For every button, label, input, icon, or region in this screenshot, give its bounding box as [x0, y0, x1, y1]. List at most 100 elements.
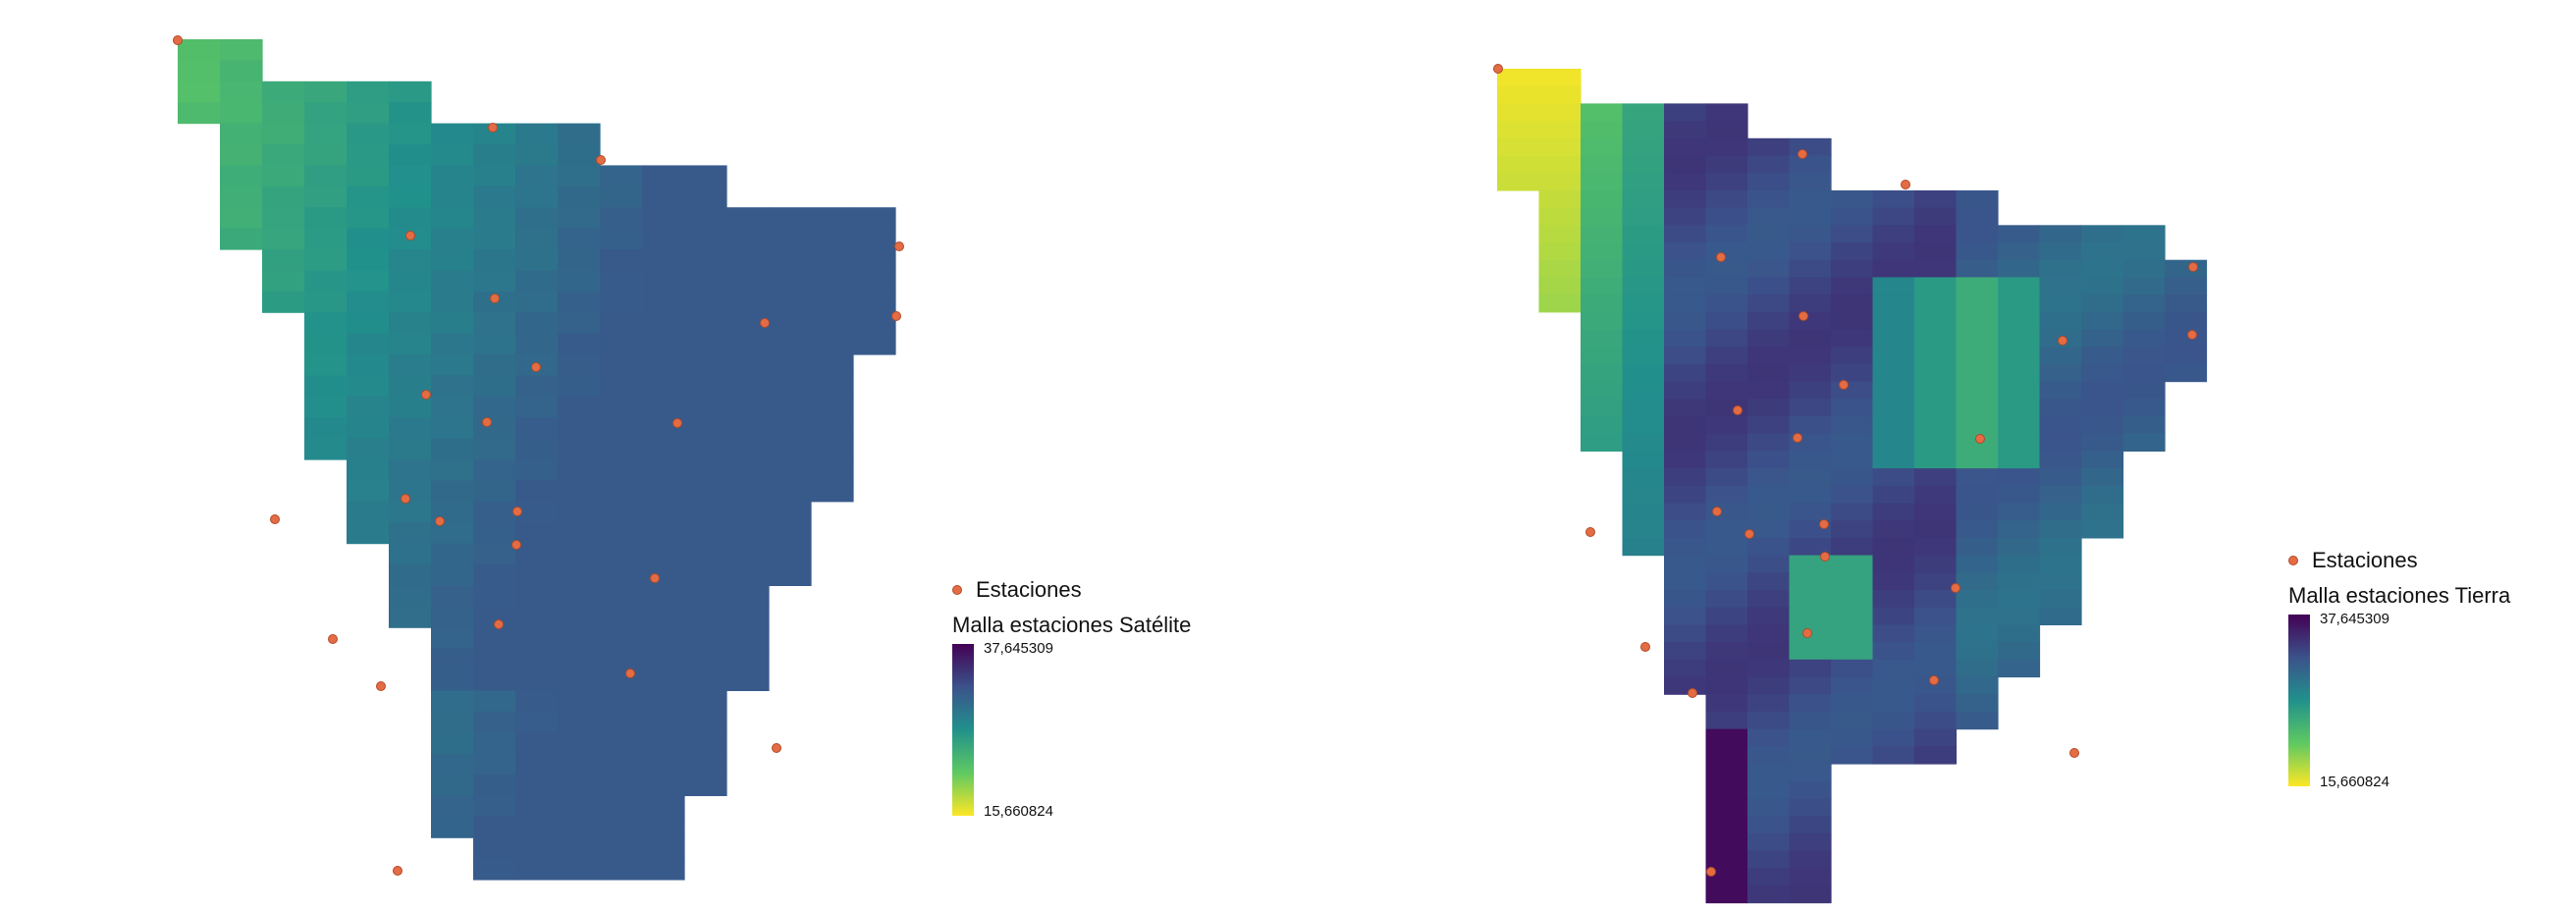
grid-cell	[769, 459, 812, 481]
grid-cell	[769, 249, 812, 271]
grid-cell	[1705, 798, 1748, 817]
grid-cell	[1497, 155, 1540, 174]
grid-cell	[2122, 242, 2166, 261]
grid-cell	[1789, 503, 1832, 521]
grid-cell	[684, 207, 727, 230]
grid-cell	[347, 459, 390, 481]
grid-cell	[853, 291, 896, 313]
grid-cell	[1747, 259, 1791, 278]
grid-cell	[1998, 642, 2041, 661]
grid-cell	[2122, 416, 2166, 435]
grid-cell	[1747, 225, 1791, 243]
grid-cell	[642, 775, 685, 796]
grid-cell	[1705, 347, 1748, 365]
grid-cell	[515, 795, 559, 818]
grid-cell	[1747, 694, 1791, 713]
grid-cell	[1747, 816, 1791, 834]
grid-cell	[1622, 468, 1665, 487]
grid-cell	[558, 207, 601, 230]
grid-cell	[1956, 572, 1999, 591]
color-ramp-bar	[2288, 615, 2310, 786]
grid-cell	[1998, 363, 2041, 383]
grid-cell	[726, 459, 770, 481]
grid-cell	[1705, 363, 1748, 383]
grid-cell	[515, 228, 559, 250]
grid-cell	[726, 207, 770, 230]
grid-cell	[1998, 572, 2041, 591]
grid-cell	[600, 459, 643, 481]
grid-cell	[1831, 624, 1874, 643]
grid-cell	[1789, 884, 1832, 904]
grid-cell	[1747, 381, 1791, 400]
grid-cell	[431, 480, 474, 503]
grid-cell	[1789, 329, 1832, 348]
grid-cell	[1998, 485, 2041, 505]
grid-cell	[811, 207, 854, 230]
grid-cell	[1622, 103, 1665, 122]
grid-cell	[1789, 816, 1832, 834]
grid-cell	[1705, 590, 1748, 609]
grid-cell	[642, 249, 685, 271]
grid-cell	[1622, 485, 1665, 505]
grid-cell	[431, 669, 474, 691]
grid-cell	[769, 522, 812, 545]
grid-cell	[600, 480, 643, 503]
grid-cell	[1664, 624, 1707, 643]
grid-cell	[1747, 242, 1791, 261]
grid-cell	[642, 543, 685, 565]
grid-cell	[389, 564, 432, 586]
grid-cell	[1956, 277, 1999, 295]
grid-cell	[558, 690, 601, 713]
grid-cell	[1789, 590, 1832, 609]
grid-cell	[1705, 294, 1748, 313]
grid-cell	[262, 80, 305, 103]
grid-cell	[515, 186, 559, 208]
grid-cell	[726, 333, 770, 355]
grid-cell	[2039, 537, 2082, 557]
grid-cell	[389, 396, 432, 418]
grid-cell	[769, 543, 812, 565]
grid-cell	[1998, 624, 2041, 643]
grid-cell	[304, 375, 348, 398]
station-point	[772, 743, 781, 753]
grid-cell	[600, 669, 643, 691]
grid-cell	[1789, 137, 1832, 157]
grid-cell	[1705, 850, 1748, 869]
grid-cell	[558, 144, 601, 166]
grid-cell	[1747, 746, 1791, 765]
grid-cell	[473, 795, 516, 818]
grid-cell	[1747, 659, 1791, 678]
grid-cell	[347, 123, 390, 145]
station-point	[1798, 311, 1808, 321]
grid-cell	[1831, 746, 1874, 765]
grid-cell	[558, 354, 601, 376]
station-point	[494, 619, 504, 629]
grid-cell	[1622, 537, 1665, 557]
grid-cell	[1747, 590, 1791, 609]
grid-cell	[389, 480, 432, 503]
grid-cell	[1664, 363, 1707, 383]
grid-cell	[1872, 659, 1915, 678]
grid-cell	[304, 438, 348, 460]
grid-cell	[347, 396, 390, 418]
station-point	[650, 573, 660, 583]
grid-cell	[1789, 363, 1832, 383]
grid-cell	[684, 648, 727, 670]
grid-cell	[515, 816, 559, 838]
grid-cell	[1705, 746, 1748, 765]
grid-cell	[1872, 451, 1915, 469]
grid-cell	[2122, 225, 2166, 243]
grid-cell	[2122, 347, 2166, 365]
station-point	[596, 155, 606, 165]
grid-cell	[431, 606, 474, 628]
grid-cell	[1831, 259, 1874, 278]
grid-cell	[515, 396, 559, 418]
grid-cell	[1872, 294, 1915, 313]
grid-cell	[1664, 155, 1707, 174]
grid-cell	[684, 375, 727, 398]
grid-cell	[1998, 433, 2041, 452]
grid-cell	[262, 270, 305, 293]
grid-cell	[642, 564, 685, 586]
grid-cell	[1872, 676, 1915, 695]
grid-cell	[642, 753, 685, 776]
